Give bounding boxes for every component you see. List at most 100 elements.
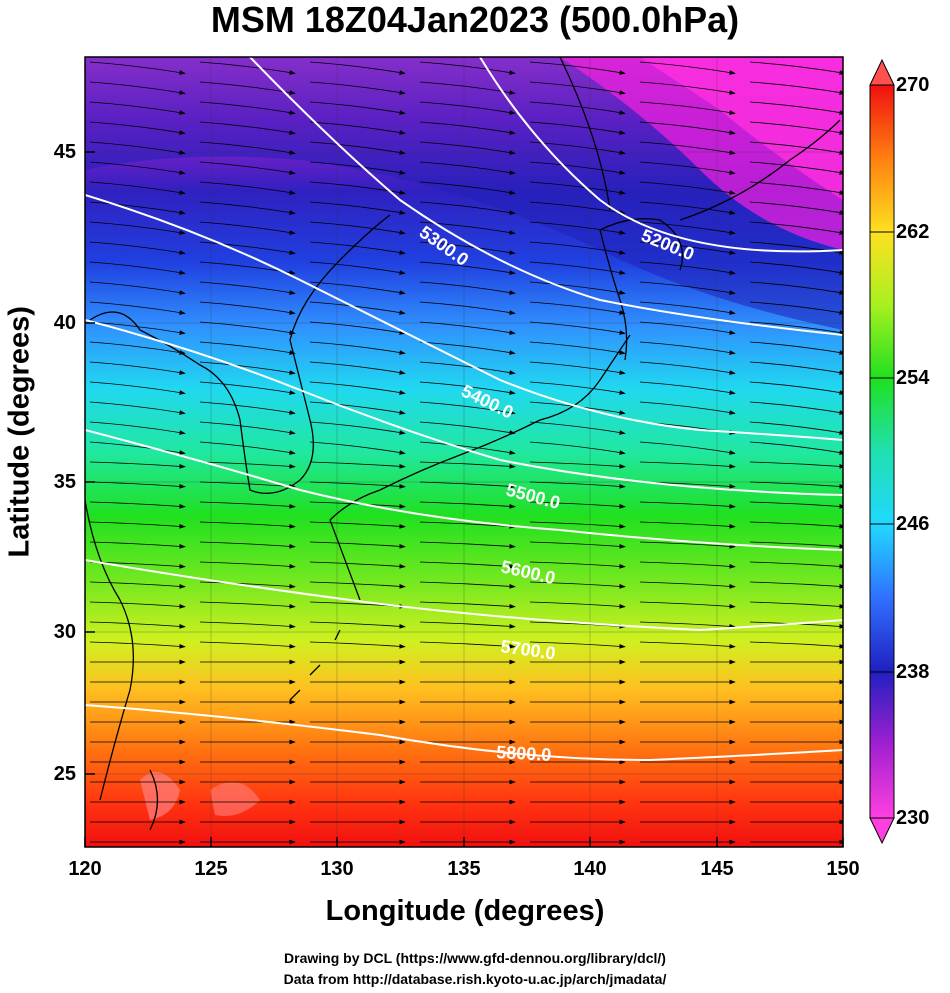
wind-arrow — [419, 341, 516, 355]
wind-arrow — [639, 161, 736, 175]
x-tick-label: 130 — [320, 858, 354, 880]
wind-arrow — [639, 241, 736, 255]
wind-arrow — [639, 461, 736, 469]
y-tick-label: 25 — [53, 763, 76, 785]
wind-arrow — [419, 481, 516, 489]
x-tick-label: 145 — [700, 858, 734, 880]
wind-arrow — [529, 101, 626, 115]
wind-arrow — [199, 141, 296, 155]
wind-arrow — [419, 141, 516, 155]
colorbar-tick-label: 238 — [896, 661, 930, 683]
wind-arrow — [89, 221, 186, 235]
wind-arrow — [529, 181, 626, 195]
wind-arrow — [639, 601, 736, 609]
wind-arrow — [749, 441, 843, 455]
wind-arrow — [199, 381, 296, 395]
tick-marks — [84, 151, 844, 847]
wind-arrow — [529, 161, 626, 175]
wind-arrow — [309, 201, 406, 215]
wind-arrow — [199, 361, 296, 375]
wind-arrow — [309, 221, 406, 235]
wind-arrow — [529, 241, 626, 255]
wind-arrow — [89, 301, 186, 315]
wind-arrow — [529, 221, 626, 235]
wind-arrow — [529, 361, 626, 375]
wind-arrow — [199, 281, 296, 295]
map-title: MSM 18Z04Jan2023 (500.0hPa) — [210, 0, 740, 40]
wind-arrow — [89, 241, 186, 255]
wind-arrow — [199, 621, 296, 629]
wind-arrow — [89, 621, 186, 629]
wind-arrow — [89, 261, 186, 275]
wind-arrow — [199, 221, 296, 235]
wind-arrow — [199, 561, 296, 569]
wind-arrow — [309, 381, 406, 395]
wind-arrow — [89, 141, 186, 155]
wind-arrow — [749, 401, 843, 415]
wind-arrow — [199, 341, 296, 355]
wind-arrow — [529, 441, 626, 455]
wind-arrow — [639, 361, 736, 375]
wind-arrow — [89, 201, 186, 215]
wind-arrow — [749, 541, 843, 549]
wind-arrow — [639, 201, 736, 215]
wind-arrow — [529, 281, 626, 295]
wind-arrow — [529, 461, 626, 469]
wind-arrow — [749, 101, 843, 115]
wind-arrow — [419, 561, 516, 569]
wind-arrow — [529, 521, 626, 529]
wind-arrow — [309, 341, 406, 355]
wind-arrow — [529, 421, 626, 435]
wind-arrow — [419, 461, 516, 469]
wind-arrow — [749, 501, 843, 509]
wind-arrow — [199, 61, 296, 75]
wind-arrow — [749, 601, 843, 609]
x-tick-label: 120 — [68, 858, 102, 880]
wind-arrow — [199, 421, 296, 435]
wind-arrow — [529, 201, 626, 215]
wind-arrow — [309, 261, 406, 275]
wind-arrow — [749, 61, 843, 75]
y-tick-label: 40 — [53, 312, 76, 334]
wind-arrow — [529, 581, 626, 589]
wind-arrow — [639, 301, 736, 315]
wind-arrow — [749, 581, 843, 589]
contour-5600-line — [85, 559, 843, 632]
wind-arrow — [419, 321, 516, 335]
wind-vectors — [89, 61, 843, 845]
wind-arrow — [199, 401, 296, 415]
wind-arrow — [309, 241, 406, 255]
wind-arrow — [749, 561, 843, 569]
wind-arrow — [639, 581, 736, 589]
wind-arrow — [309, 181, 406, 195]
wind-arrow — [749, 241, 843, 255]
wind-arrow — [89, 341, 186, 355]
wind-arrow — [309, 421, 406, 435]
wind-arrow — [89, 61, 186, 75]
wind-arrow — [419, 501, 516, 509]
contour-label-5800: 5800.0 — [496, 742, 552, 765]
wind-arrow — [639, 101, 736, 115]
wind-arrow — [199, 181, 296, 195]
wind-arrow — [419, 161, 516, 175]
wind-arrow — [419, 301, 516, 315]
wind-arrow — [309, 481, 406, 489]
wind-arrow — [309, 401, 406, 415]
wind-arrow — [749, 301, 843, 315]
wind-arrow — [639, 561, 736, 569]
wind-arrow — [89, 121, 186, 135]
wind-arrow — [309, 641, 406, 649]
wind-arrow — [419, 241, 516, 255]
wind-arrow — [749, 201, 843, 215]
wind-arrow — [419, 621, 516, 629]
wind-arrow — [529, 141, 626, 155]
wind-arrow — [749, 141, 843, 155]
wind-arrow — [89, 461, 186, 469]
coastlines — [85, 57, 841, 831]
wind-arrow — [639, 341, 736, 355]
x-tick-label: 150 — [826, 858, 860, 880]
wind-arrow — [199, 521, 296, 529]
wind-arrow — [199, 581, 296, 589]
wind-arrow — [89, 501, 186, 509]
wind-arrow — [199, 321, 296, 335]
